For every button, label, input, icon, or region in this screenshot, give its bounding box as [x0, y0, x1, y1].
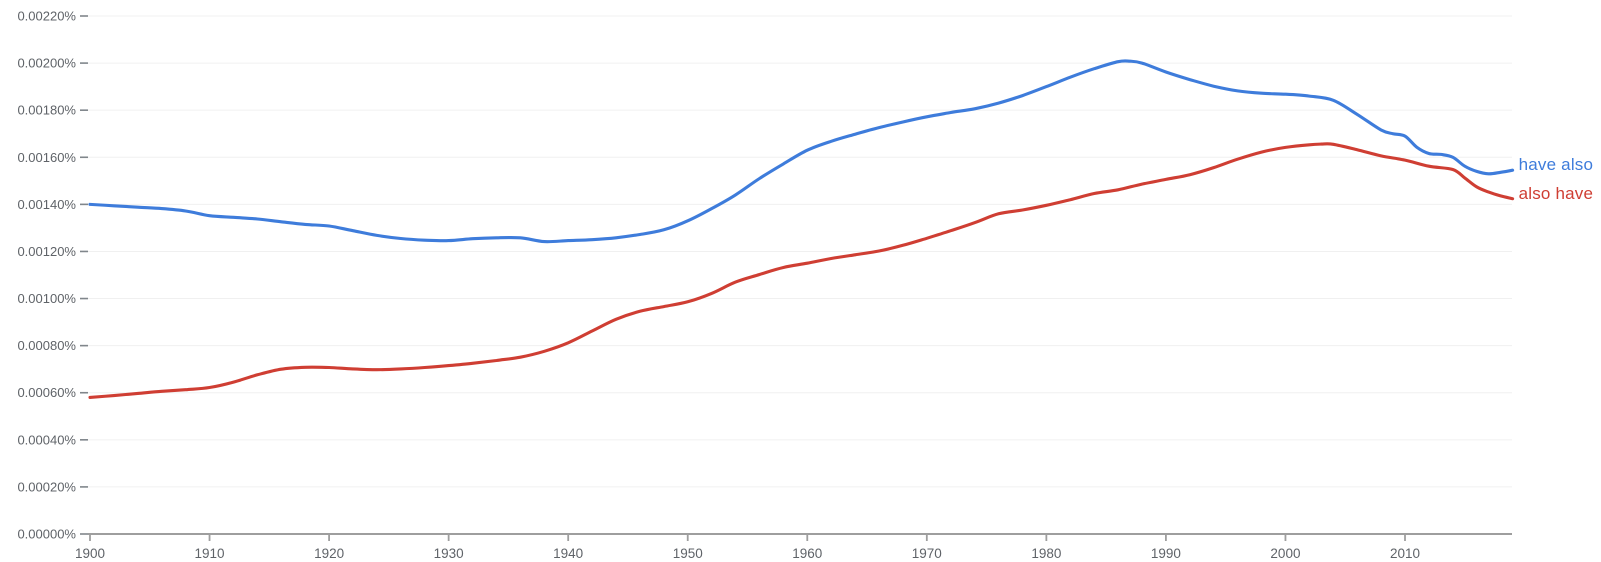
x-axis-label: 1950: [673, 546, 703, 561]
y-axis-label: 0.00180%: [17, 103, 76, 118]
y-axis-label: 0.00060%: [17, 385, 76, 400]
x-axis-label: 1960: [792, 546, 822, 561]
series-label-have-also[interactable]: have also: [1518, 155, 1594, 175]
y-axis-label: 0.00140%: [17, 197, 76, 212]
y-axis-label: 0.00000%: [17, 527, 76, 542]
y-axis-label: 0.00080%: [17, 338, 76, 353]
x-axis-label: 2000: [1270, 546, 1300, 561]
series-label-also-have[interactable]: also have: [1518, 183, 1594, 203]
x-axis-label: 1990: [1151, 546, 1181, 561]
y-axis-label: 0.00100%: [17, 291, 76, 306]
x-axis-label: 1970: [912, 546, 942, 561]
x-axis-label: 2010: [1390, 546, 1420, 561]
x-axis-label: 1930: [434, 546, 464, 561]
line-also-have[interactable]: [88, 142, 1515, 399]
y-axis-label: 0.00160%: [17, 150, 76, 165]
y-axis-label: 0.00120%: [17, 244, 76, 259]
x-axis-label: 1920: [314, 546, 344, 561]
y-axis-label: 0.00020%: [17, 479, 76, 494]
line-have-also[interactable]: [88, 59, 1515, 244]
y-axis-label: 0.00040%: [17, 432, 76, 447]
x-axis-label: 1910: [195, 546, 225, 561]
y-axis-label: 0.00200%: [17, 56, 76, 71]
x-axis-label: 1940: [553, 546, 583, 561]
y-axis-label: 0.00220%: [17, 9, 76, 24]
x-axis-label: 1980: [1031, 546, 1061, 561]
x-axis-label: 1900: [75, 546, 105, 561]
